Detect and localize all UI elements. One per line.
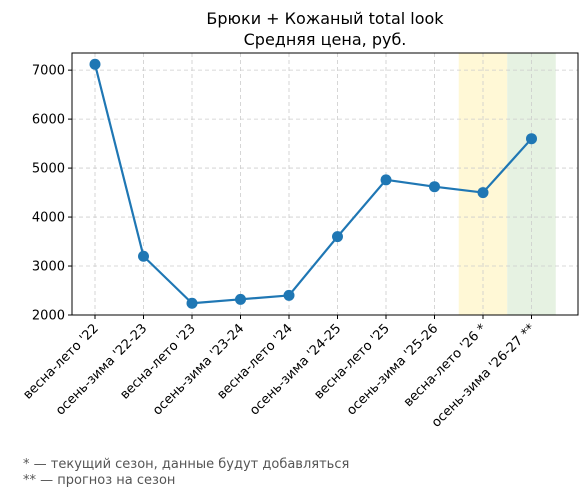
- footnote-forecast: ** — прогноз на сезон: [23, 473, 176, 488]
- chart-subtitle: Средняя цена, руб.: [244, 30, 407, 49]
- y-tick-label: 6000: [32, 113, 65, 128]
- data-point: [429, 181, 440, 193]
- plot-frame: [71, 52, 579, 316]
- highlight-band: [458, 53, 508, 315]
- x-tick-label: осень-зима '25-26: [344, 321, 441, 418]
- data-point: [89, 58, 101, 70]
- data-point: [332, 231, 343, 243]
- data-point: [138, 250, 149, 262]
- line-chart: Брюки + Кожаный total look Средняя цена,…: [20, 9, 579, 431]
- x-tick-label: весна-лето '26 *: [401, 321, 490, 410]
- x-tick-label: осень-зима '23-24: [150, 321, 247, 418]
- footnote-current-season: * — текущий сезон, данные будут добавлят…: [23, 457, 350, 472]
- y-tick-label: 7000: [32, 64, 65, 79]
- data-point: [283, 289, 295, 301]
- season-highlights: [458, 53, 556, 315]
- data-point: [380, 174, 392, 186]
- chart-title: Брюки + Кожаный total look: [206, 9, 444, 28]
- series-layer: [89, 58, 537, 309]
- grid-lines: [72, 53, 578, 316]
- y-tick-label: 3000: [32, 260, 65, 275]
- series-line: [93, 63, 533, 305]
- data-point: [477, 187, 489, 199]
- x-tick-label: осень-зима '24-25: [247, 321, 344, 418]
- y-axis: 2000 3000 4000 5000 6000 7000: [32, 64, 72, 324]
- y-tick-label: 5000: [32, 162, 65, 177]
- highlight-band: [507, 53, 556, 315]
- data-point: [235, 293, 246, 305]
- y-tick-label: 2000: [32, 309, 65, 324]
- data-point: [186, 297, 198, 309]
- y-tick-label: 4000: [32, 211, 65, 226]
- x-tick-label: осень-зима '22-23: [53, 321, 150, 418]
- data-point: [526, 133, 537, 145]
